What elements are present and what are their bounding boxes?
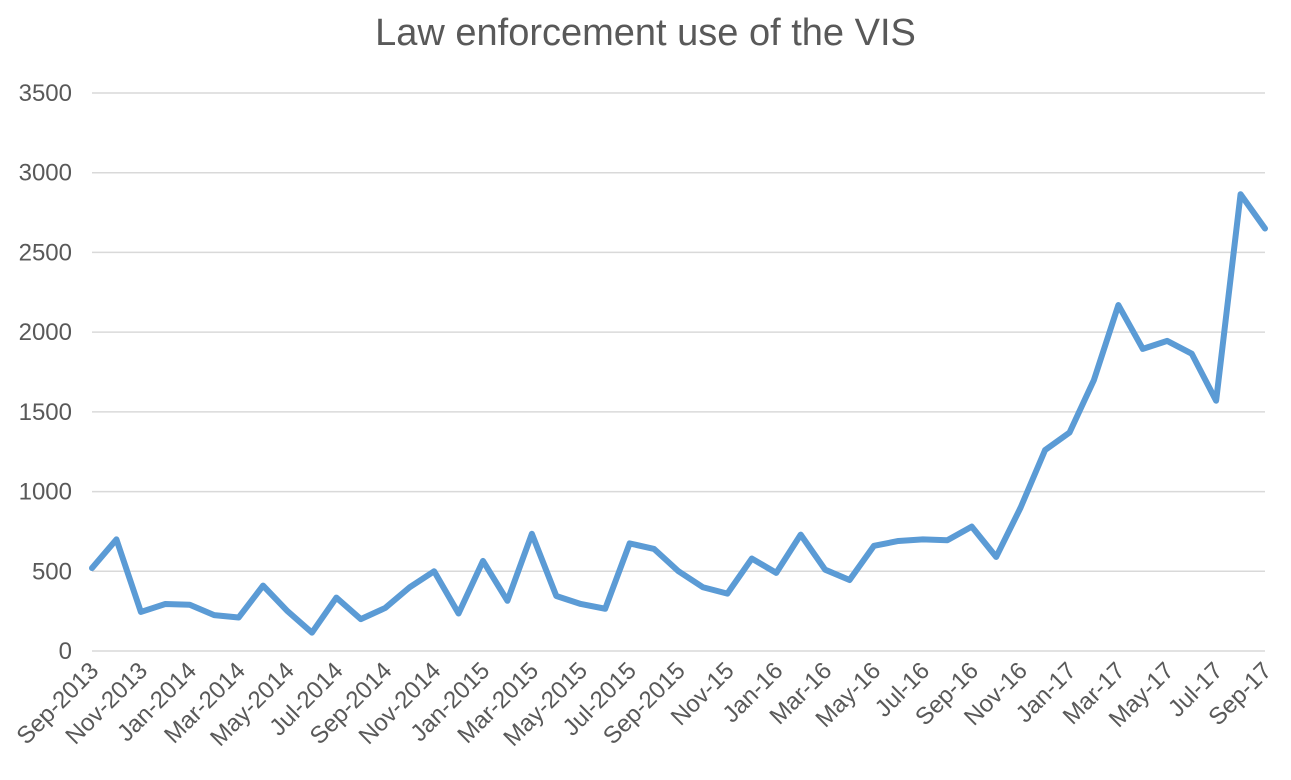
y-tick-label: 0: [59, 638, 72, 665]
chart-title: Law enforcement use of the VIS: [375, 12, 916, 54]
series-0: [89, 191, 1268, 636]
y-tick-label: 3500: [19, 80, 72, 107]
series-layer: [89, 191, 1268, 636]
series-line: [89, 191, 1268, 636]
y-tick-label: 1000: [19, 479, 72, 506]
y-axis-ticks: 0 500 1000 1500 2000 2500 3000 3500: [19, 80, 72, 665]
y-tick-label: 2000: [19, 319, 72, 346]
y-tick-label: 500: [32, 558, 72, 585]
y-tick-label: 2500: [19, 239, 72, 266]
y-tick-label: 1500: [19, 399, 72, 426]
y-tick-label: 3000: [19, 160, 72, 187]
x-axis-ticks: Sep-2013Nov-2013Jan-2014Mar-2014May-2014…: [12, 657, 1278, 752]
